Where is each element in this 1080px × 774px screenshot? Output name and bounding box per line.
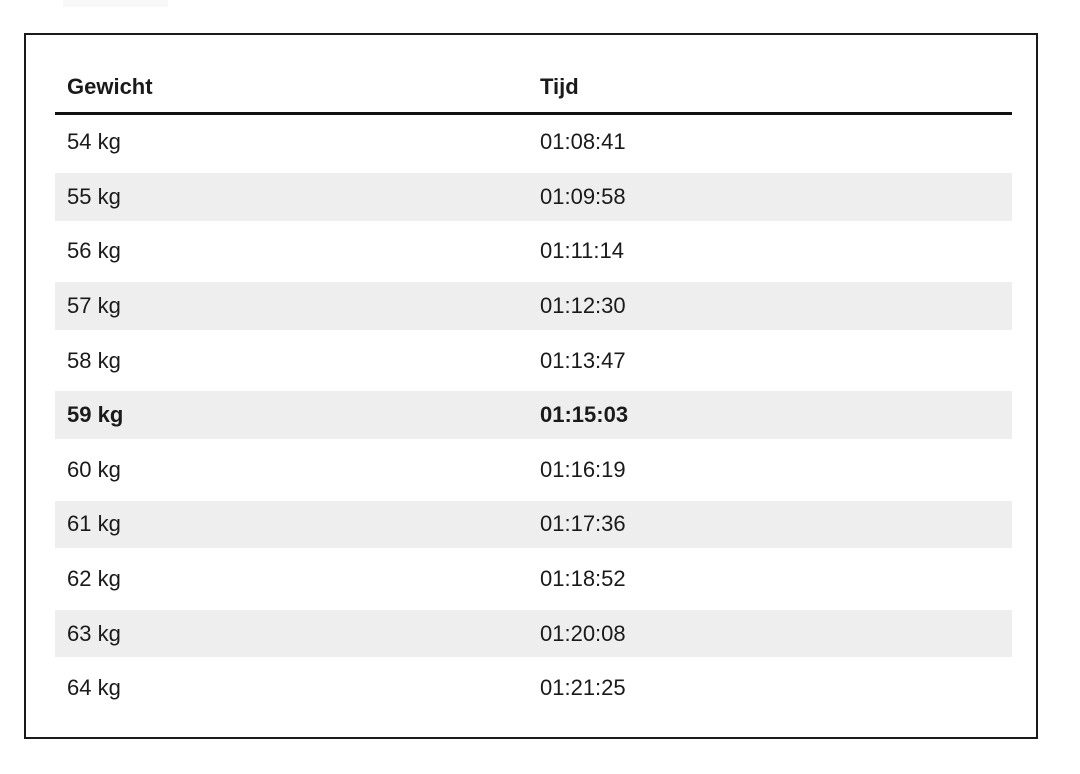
tijd-cell: 01:21:25 [540, 675, 626, 701]
tijd-cell: 01:08:41 [540, 129, 626, 155]
tijd-cell: 01:11:14 [540, 238, 625, 264]
table-header-row: Gewicht Tijd [55, 35, 1012, 115]
table-row: 61 kg 01:17:36 [55, 497, 1012, 552]
gewicht-cell: 64 kg [67, 675, 121, 701]
gewicht-cell: 63 kg [67, 620, 121, 646]
column-header-gewicht: Gewicht [67, 74, 153, 99]
table-row: 60 kg 01:16:19 [55, 443, 1012, 498]
gewicht-cell: 56 kg [67, 238, 121, 264]
table-row: 63 kg 01:20:08 [55, 606, 1012, 661]
gewicht-cell: 58 kg [67, 347, 121, 373]
table-row: 54 kg 01:08:41 [55, 115, 1012, 170]
table-row: 55 kg 01:09:58 [55, 170, 1012, 225]
gewicht-cell: 62 kg [67, 566, 121, 592]
table-row: 64 kg 01:21:25 [55, 661, 1012, 716]
table-body: 54 kg 01:08:41 55 kg 01:09:58 56 kg 01:1… [55, 115, 1012, 716]
tijd-cell: 01:15:03 [540, 402, 629, 428]
weight-time-panel: Gewicht Tijd 54 kg 01:08:41 55 kg 01:09:… [24, 33, 1038, 739]
gewicht-cell: 60 kg [67, 456, 121, 482]
table-row: 56 kg 01:11:14 [55, 224, 1012, 279]
table-row: 57 kg 01:12:30 [55, 279, 1012, 334]
tijd-cell: 01:13:47 [540, 347, 626, 373]
tijd-cell: 01:20:08 [540, 620, 626, 646]
tijd-cell: 01:18:52 [540, 566, 626, 592]
tijd-cell: 01:12:30 [540, 293, 626, 319]
gewicht-cell: 57 kg [67, 293, 121, 319]
weight-time-table: Gewicht Tijd 54 kg 01:08:41 55 kg 01:09:… [55, 35, 1012, 716]
table-row: 62 kg 01:18:52 [55, 552, 1012, 607]
tijd-cell: 01:09:58 [540, 183, 626, 209]
gewicht-cell: 55 kg [67, 183, 121, 209]
table-row: 58 kg 01:13:47 [55, 333, 1012, 388]
gewicht-cell: 59 kg [67, 402, 124, 428]
table-row: 59 kg 01:15:03 [55, 388, 1012, 443]
tijd-cell: 01:17:36 [540, 511, 626, 537]
cropped-top-element [63, 0, 168, 7]
gewicht-cell: 61 kg [67, 511, 121, 537]
gewicht-cell: 54 kg [67, 129, 121, 155]
tijd-cell: 01:16:19 [540, 456, 626, 482]
column-header-tijd: Tijd [540, 74, 579, 99]
